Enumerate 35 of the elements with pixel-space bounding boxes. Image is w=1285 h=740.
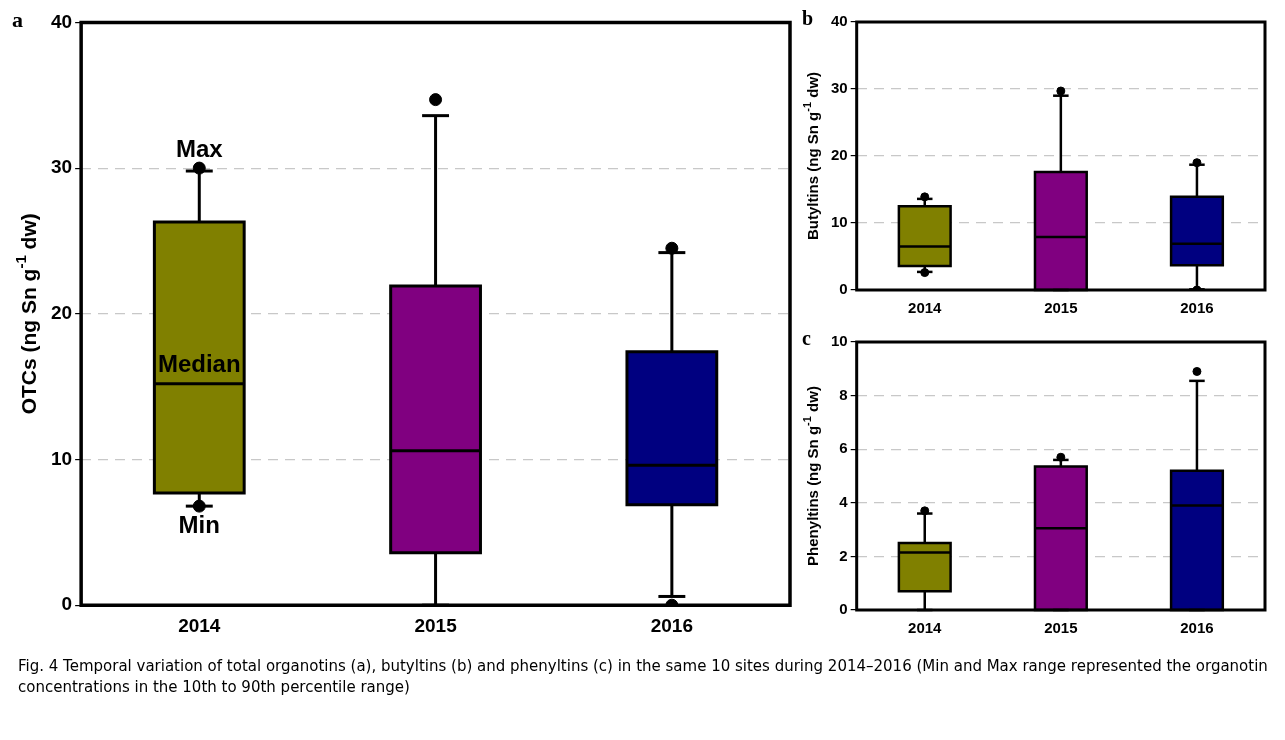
y-axis-title: OTCs (ng Sn g-1 dw) <box>11 213 40 415</box>
chart-title: b <box>802 7 814 30</box>
y-tick-label: 40 <box>831 12 848 30</box>
annotation: Min <box>178 510 220 538</box>
y-tick-label: 10 <box>50 447 73 469</box>
y-tick-label: 0 <box>839 280 848 298</box>
y-tick-label: 8 <box>839 385 848 403</box>
chart-title: a <box>12 6 23 32</box>
x-tick-label: 2014 <box>178 614 221 636</box>
y-axis-title: Butyltins (ng Sn g-1 dw) <box>801 71 822 241</box>
y-tick-label: 0 <box>839 600 848 618</box>
y-tick-label: 6 <box>839 439 848 457</box>
y-tick-label: 0 <box>61 593 73 615</box>
x-tick-label: 2016 <box>650 614 693 636</box>
x-tick-label: 2014 <box>908 619 943 637</box>
x-tick-label: 2016 <box>1180 619 1214 637</box>
x-tick-label: 2015 <box>1044 299 1078 317</box>
annotation: Max <box>175 134 224 162</box>
x-tick-label: 2016 <box>1180 299 1214 317</box>
y-tick-label: 20 <box>831 146 848 164</box>
caption: Fig. 4 Temporal variation of total organotins (a), butyltins (b) and phenyltins (c) in the same 10 sites during 2014–2016 (Min and Max range represented the organotin concentrations in the 10th to 90th percentile range) <box>17 656 1269 698</box>
y-tick-label: 40 <box>50 10 73 32</box>
y-tick-label: 30 <box>50 156 73 178</box>
x-tick-label: 2014 <box>908 299 943 317</box>
y-tick-label: 10 <box>831 213 848 231</box>
y-tick-label: 10 <box>831 332 848 350</box>
chart-title: c <box>802 327 811 350</box>
x-tick-label: 2015 <box>1044 619 1078 637</box>
x-tick-label: 2015 <box>414 614 458 636</box>
y-tick-label: 20 <box>50 302 73 324</box>
y-tick-label: 4 <box>839 492 849 510</box>
annotation: Median <box>157 350 241 378</box>
y-axis-title: Phenyltins (ng Sn g-1 dw) <box>801 386 822 566</box>
y-tick-label: 2 <box>839 546 848 564</box>
y-tick-label: 30 <box>831 79 848 97</box>
